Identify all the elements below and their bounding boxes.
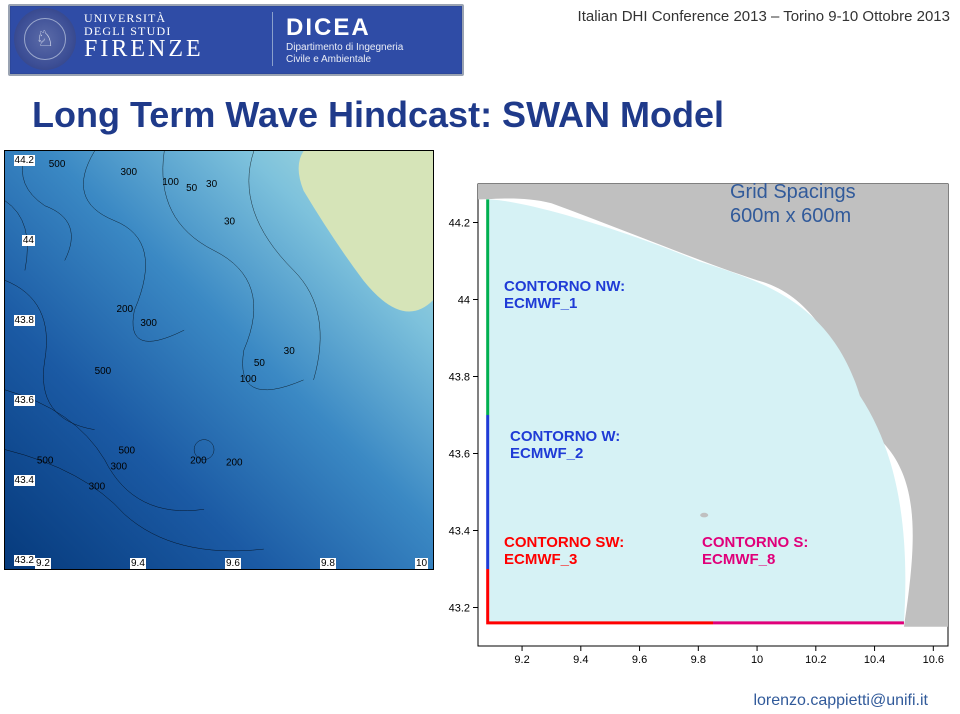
info-line2: 600m x 600m (730, 204, 856, 228)
svg-text:300: 300 (120, 167, 137, 178)
svg-text:300: 300 (111, 461, 128, 472)
slide-title: Long Term Wave Hindcast: SWAN Model (32, 94, 932, 136)
boundary-w-src: ECMWF_2 (510, 445, 583, 462)
boundary-w-name: CONTORNO W: (510, 428, 620, 445)
svg-text:500: 500 (95, 366, 112, 377)
boundary-s-name: CONTORNO S: (702, 534, 808, 551)
right-map-xtick: 10.4 (864, 654, 885, 666)
boundary-label-sw: CONTORNO SW: ECMWF_3 (504, 534, 624, 569)
right-map-ytick: 43.2 (449, 603, 470, 615)
svg-text:30: 30 (224, 217, 236, 228)
domain-boundary-map: 44.2 44 43.8 43.6 43.4 43.2 9.2 9.4 9.6 9.8 10 10.2… (436, 180, 954, 670)
conference-info: Italian DHI Conference 2013 – Torino 9-1… (578, 8, 950, 25)
svg-text:100: 100 (162, 177, 179, 188)
svg-text:500: 500 (37, 456, 54, 467)
boundary-label-w: CONTORNO W: ECMWF_2 (510, 428, 620, 463)
boundary-nw-name: CONTORNO NW: (504, 278, 625, 295)
svg-text:200: 200 (190, 456, 207, 467)
left-map-ytick: 43.4 (14, 475, 35, 486)
svg-text:30: 30 (284, 346, 296, 357)
right-map-ytick: 43.4 (449, 526, 470, 538)
right-map-ytick: 44.2 (449, 218, 470, 230)
left-map-ytick: 43.8 (14, 315, 35, 326)
right-map-xtick: 10.6 (923, 654, 944, 666)
university-seal: ♘ (14, 8, 76, 70)
left-map-ytick: 43.6 (14, 395, 35, 406)
left-map-xtick: 10 (415, 558, 428, 569)
svg-text:50: 50 (186, 183, 198, 194)
left-map-ytick: 43.2 (14, 555, 35, 566)
right-map-xtick: 10.2 (805, 654, 826, 666)
boundary-nw-src: ECMWF_1 (504, 295, 577, 312)
boundary-sw-src: ECMWF_3 (504, 551, 577, 568)
info-line1: Grid Spacings (730, 180, 856, 204)
boundary-label-nw: CONTORNO NW: ECMWF_1 (504, 278, 625, 313)
dicea-dept1: Dipartimento di Ingegneria (286, 42, 403, 54)
right-map-xtick: 9.6 (632, 654, 647, 666)
dicea-brand: DICEA (286, 14, 403, 42)
left-map-xtick: 9.6 (225, 558, 241, 569)
left-map-ytick: 44 (22, 235, 35, 246)
svg-text:500: 500 (49, 159, 66, 170)
right-map-ytick: 43.8 (449, 372, 470, 384)
header-divider (272, 12, 273, 66)
boundary-s-src: ECMWF_8 (702, 551, 775, 568)
right-map-xtick: 9.4 (573, 654, 588, 666)
svg-text:300: 300 (140, 318, 157, 329)
right-map-xtick: 9.8 (691, 654, 706, 666)
svg-text:200: 200 (226, 457, 243, 468)
right-map-xtick: 9.2 (514, 654, 529, 666)
university-line3: FIRENZE (84, 37, 204, 62)
svg-text:50: 50 (254, 358, 266, 369)
header-band: ♘ UNIVERSITÀ DEGLI STUDI FIRENZE DICEA D… (8, 4, 464, 76)
grid-spacing-info: Grid Spacings 600m x 600m (730, 180, 856, 228)
left-map-ytick: 44.2 (14, 155, 35, 166)
right-map-ytick: 44 (458, 295, 470, 307)
department-block: DICEA Dipartimento di Ingegneria Civile … (286, 14, 403, 66)
right-map-xtick: 10 (751, 654, 763, 666)
boundary-label-s: CONTORNO S: ECMWF_8 (702, 534, 808, 569)
left-map-xtick: 9.4 (130, 558, 146, 569)
left-map-xtick: 9.2 (35, 558, 51, 569)
svg-text:300: 300 (89, 481, 106, 492)
svg-text:100: 100 (240, 374, 257, 385)
dicea-dept2: Civile e Ambientale (286, 54, 403, 66)
university-name: UNIVERSITÀ DEGLI STUDI FIRENZE (84, 12, 204, 62)
bathymetry-map: 500 300 100 50 30 30 200 300 500 50 100 … (4, 150, 434, 570)
boundary-sw-name: CONTORNO SW: (504, 534, 624, 551)
svg-text:500: 500 (118, 446, 135, 457)
svg-text:30: 30 (206, 179, 218, 190)
svg-text:200: 200 (116, 304, 133, 315)
footer-email: lorenzo.cappietti@unifi.it (753, 692, 928, 710)
university-line1: UNIVERSITÀ (84, 12, 204, 25)
left-map-xtick: 9.8 (320, 558, 336, 569)
right-map-ytick: 43.6 (449, 449, 470, 461)
